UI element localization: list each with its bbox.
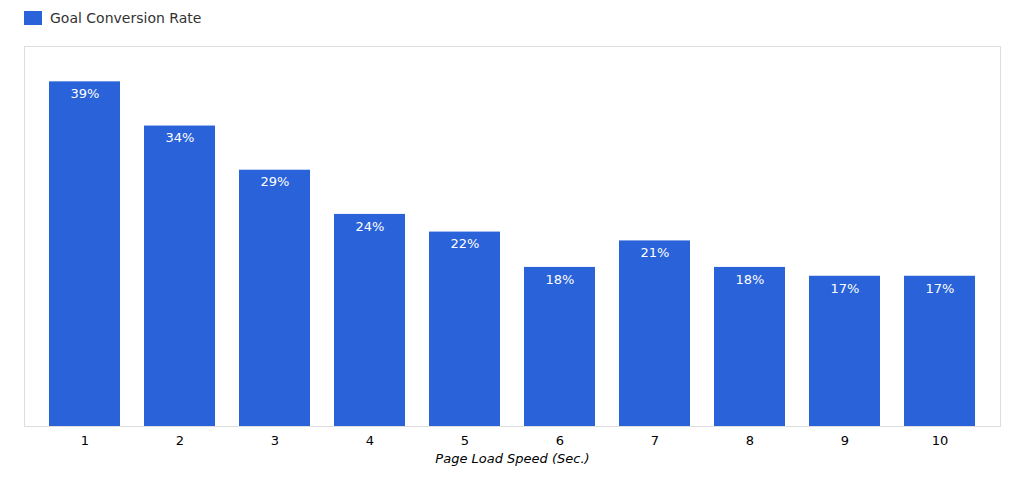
svg-text:5: 5 <box>461 433 469 448</box>
svg-text:1: 1 <box>81 433 89 448</box>
svg-text:34%: 34% <box>166 130 195 145</box>
svg-text:21%: 21% <box>641 245 670 260</box>
svg-text:Page Load Speed (Sec.): Page Load Speed (Sec.) <box>435 451 589 466</box>
svg-text:17%: 17% <box>926 280 955 295</box>
svg-text:39%: 39% <box>71 86 100 101</box>
svg-text:8: 8 <box>746 433 754 448</box>
svg-text:3: 3 <box>271 433 279 448</box>
svg-text:18%: 18% <box>546 272 575 287</box>
svg-text:7: 7 <box>651 433 659 448</box>
svg-text:24%: 24% <box>356 219 385 234</box>
html-text:Goal Conversion Rate: Goal Conversion Rate <box>50 10 202 26</box>
svg-text:4: 4 <box>366 433 374 448</box>
svg-text:2: 2 <box>176 433 184 448</box>
svg-text:29%: 29% <box>261 174 290 189</box>
svg-text:18%: 18% <box>736 272 765 287</box>
svg-text:6: 6 <box>556 433 564 448</box>
svg-text:22%: 22% <box>451 236 480 251</box>
svg-text:9: 9 <box>841 433 849 448</box>
svg-text:10: 10 <box>932 433 949 448</box>
svg-text:17%: 17% <box>831 280 860 295</box>
